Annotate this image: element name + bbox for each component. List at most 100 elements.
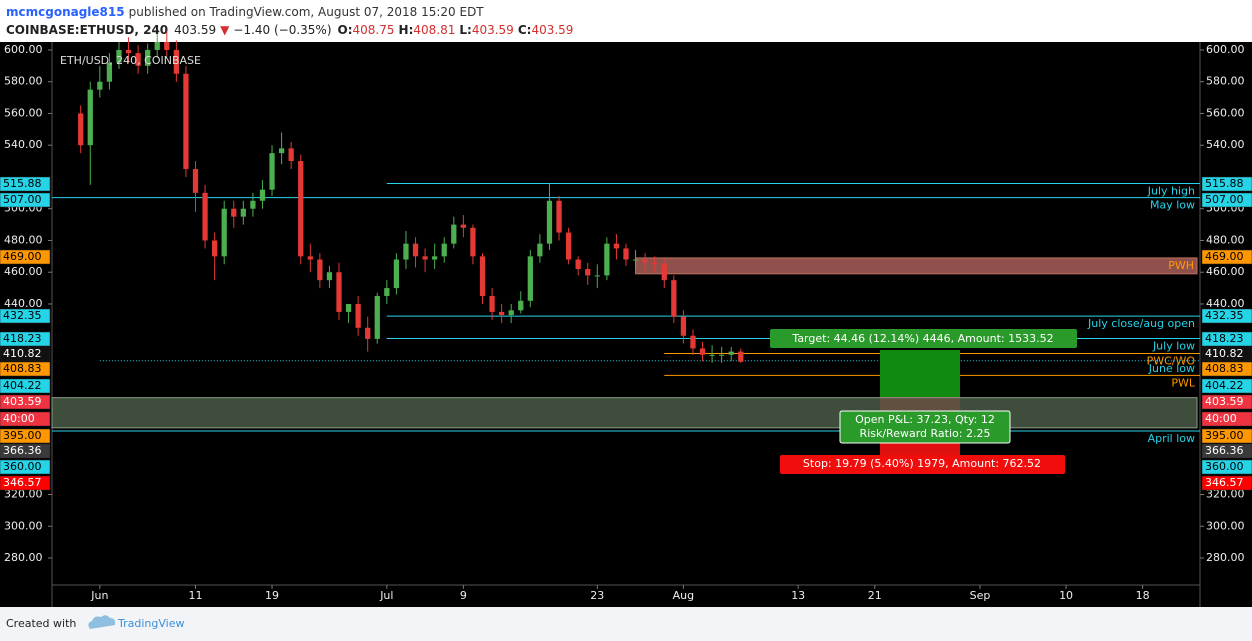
y-tick-label: 580.00 [1206,75,1245,88]
price-badge [0,394,51,410]
change-arrow: ▼ [220,23,230,37]
ohlc-value: 408.81 [413,23,455,37]
candle-body [173,49,179,74]
candle-body [384,288,390,297]
candle-body [278,148,285,154]
level-label: July high [1147,184,1195,197]
x-tick-label: 9 [460,589,467,602]
price-badge-label: 515.88 [3,177,42,190]
level-label: April low [1148,432,1195,445]
ohlc-key: C: [518,23,532,37]
price-badge [1201,346,1252,362]
stop-box [780,455,1065,474]
price-badge [0,459,51,475]
y-tick-label: 560.00 [4,106,43,119]
position-labels: Target: 44.46 (12.14%) 4446, Amount: 153… [770,329,1077,474]
price-badge-label: 507.00 [1205,193,1244,206]
price-badge [1201,192,1252,208]
candle-body [460,224,466,228]
x-tick-label: 13 [791,589,805,602]
y-tick-label: 540.00 [1206,138,1245,151]
target-box [770,329,1077,348]
price-badge-label: 410.82 [1205,347,1244,360]
change: −1.40 (−0.35%) [233,23,331,37]
footer: Created with TradingView [6,615,184,630]
candle-body [699,348,706,355]
y-tick-label: 540.00 [4,138,43,151]
candle-body [623,248,629,260]
price-badge-label: 346.57 [1205,476,1244,489]
candle-body [575,259,581,270]
y-tick-label: 480.00 [4,233,43,246]
y-tick-label: 440.00 [1206,297,1245,310]
candle-body [451,224,457,244]
price-badge [0,346,51,362]
y-tick-label: 320.00 [4,488,43,501]
candle-body [412,243,419,257]
footer-bg [0,607,1252,641]
price-badge [1201,411,1252,427]
price-badge-label: 403.59 [3,395,42,408]
y-tick-label: 480.00 [1206,233,1245,246]
candle-body [231,208,237,217]
footer-text: Created with [6,617,76,630]
candle-body [269,153,275,190]
chart-bg [0,42,1252,607]
candle-body [317,259,323,281]
candle-body [250,200,256,209]
candle-body [87,89,93,146]
ohlc-key: H: [399,23,414,37]
y-tick-label: 580.00 [4,75,43,88]
x-tick-label: 18 [1136,589,1150,602]
author[interactable]: mcmcgonagle815 [6,5,125,19]
price-badge-label: 40:00 [3,412,35,425]
candle-body [719,354,725,356]
candle-body [546,200,553,244]
candle-body [125,49,132,54]
candle-body [652,262,658,265]
candle-body [738,351,744,362]
candle-body [661,264,667,281]
y-tick-label: 320.00 [1206,488,1245,501]
candle-body [518,300,524,311]
candle-body [202,192,208,241]
profit-area [880,350,960,397]
y-tick-label: 280.00 [4,551,43,564]
price-badge [0,192,51,208]
published: published on TradingView.com, August 07,… [129,5,485,19]
x-tick-label: 10 [1059,589,1073,602]
candle-body [298,161,304,257]
price-badge-label: 360.00 [3,460,42,473]
zone [635,257,1198,275]
header-line: mcmcgonagle815 published on TradingView.c… [6,5,484,19]
candle-body [145,49,151,66]
price-badge [1201,475,1252,491]
candle-body [307,256,313,260]
candle-body [594,275,600,277]
candle-body [432,256,438,260]
price-badge-label: 366.36 [1205,444,1244,457]
zones-top [51,397,1198,429]
candle-body [97,81,103,90]
price-badge [1201,459,1252,475]
header-bg [0,0,1252,42]
y-tick-label: 300.00 [4,519,43,532]
candle-body [499,311,505,316]
price-badge-label: 366.36 [3,444,42,457]
price-badge [0,443,51,459]
price-badge-label: 40:00 [1205,412,1237,425]
price-badge [1201,249,1252,265]
level-label: May low [1150,199,1195,212]
price-badge [0,331,51,347]
candle-body [728,351,734,355]
candle-body [537,243,543,257]
candle-body [422,256,428,260]
candle-body [604,243,610,276]
y-tick-label: 460.00 [4,265,43,278]
y-tick-label: 460.00 [1206,265,1245,278]
footer-brand[interactable]: TradingView [117,617,184,630]
candle-body [355,303,361,328]
price-badge-label: 395.00 [1205,429,1244,442]
